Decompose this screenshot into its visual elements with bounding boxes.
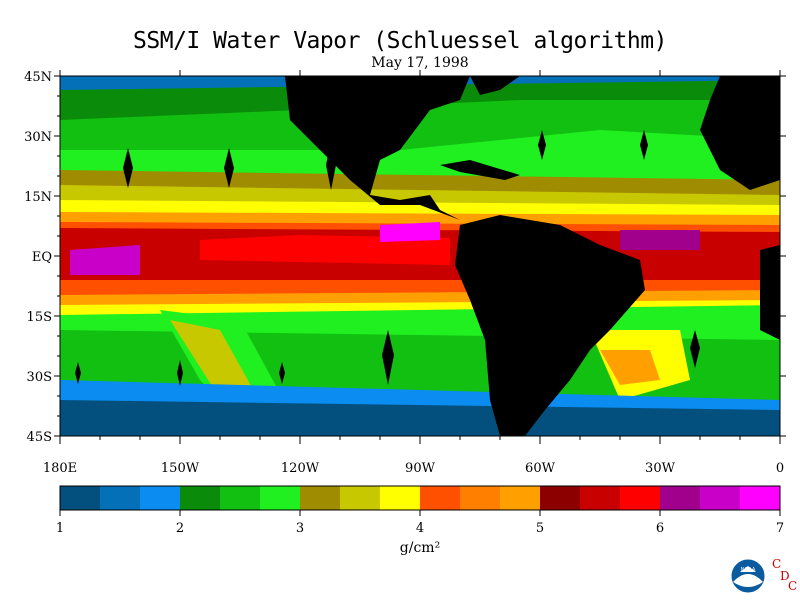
colorbar-swatch (180, 486, 221, 510)
colorbar-tick-label: 5 (536, 521, 544, 536)
colorbar-swatch (220, 486, 261, 510)
cdc-letter-c1: C (772, 557, 781, 571)
noaa-logo: NOAA (730, 558, 766, 594)
cdc-letter-c2: C (788, 579, 797, 593)
lat-label: EQ (32, 250, 52, 265)
colorbar-swatch (660, 486, 701, 510)
colorbar-units: g/cm² (399, 540, 441, 556)
lat-label: 15N (24, 190, 52, 205)
lon-label: 120W (281, 461, 320, 476)
colorbar-tick-label: 6 (656, 521, 664, 536)
colorbar-swatch (260, 486, 301, 510)
lat-label: 30S (27, 370, 52, 385)
longitude-axis: 180E 150W 120W 90W 60W 30W 0 (43, 70, 784, 476)
colorbar-swatch (460, 486, 501, 510)
lon-label: 30W (645, 461, 676, 476)
colorbar-swatch (380, 486, 421, 510)
colorbar-swatch (300, 486, 341, 510)
colorbar-tick-label: 7 (776, 521, 784, 536)
lon-label: 150W (161, 461, 200, 476)
colorbar-swatch (740, 486, 781, 510)
lon-label: 0 (776, 461, 784, 476)
logo-text: NOAA (741, 567, 756, 573)
lat-label: 15S (27, 310, 52, 325)
colorbar-swatch (580, 486, 621, 510)
latitude-axis: 45N 30N 15N EQ 15S 30S 45S (24, 70, 786, 445)
colorbar-swatch (500, 486, 541, 510)
colorbar-swatch (620, 486, 661, 510)
cdc-letter-d: D (780, 569, 790, 583)
colorbar-swatch (340, 486, 381, 510)
colorbar-swatch (420, 486, 461, 510)
lon-label: 180E (43, 461, 77, 476)
lat-label: 30N (24, 130, 52, 145)
lon-label: 90W (405, 461, 436, 476)
map-title: SSM/I Water Vapor (Schluessel algorithm) (133, 28, 667, 54)
map-date: May 17, 1998 (371, 55, 469, 71)
colorbar-tick-label: 3 (296, 521, 304, 536)
lat-label: 45S (27, 430, 52, 445)
lat-label: 45N (24, 70, 52, 85)
colorbar-swatch (60, 486, 101, 510)
colorbar-swatch (540, 486, 581, 510)
map-field (60, 76, 780, 436)
colorbar-tick-label: 1 (56, 521, 64, 536)
colorbar-ticks: 1 2 3 4 5 6 7 (56, 510, 784, 536)
colorbar-swatch (140, 486, 181, 510)
colorbar-tick-label: 4 (416, 521, 424, 536)
colorbar-swatch (100, 486, 141, 510)
lon-label: 60W (525, 461, 556, 476)
colorbar-swatch (700, 486, 741, 510)
colorbar (59, 485, 781, 511)
colorbar-tick-label: 2 (176, 521, 184, 536)
